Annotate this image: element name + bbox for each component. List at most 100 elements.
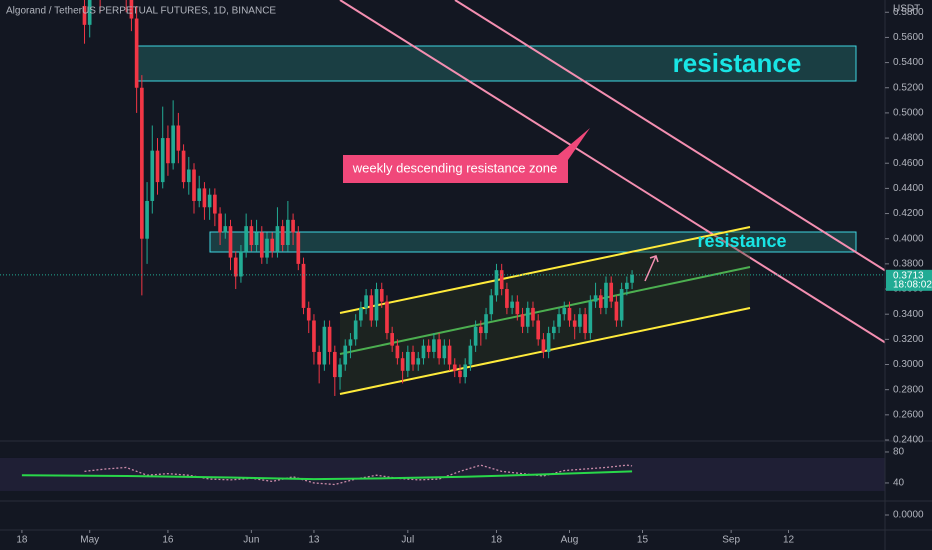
candle-body — [452, 364, 457, 371]
callout-box — [343, 155, 568, 183]
candle-body — [416, 358, 421, 365]
candle-body — [301, 263, 306, 308]
candle-body — [369, 295, 374, 321]
candle-body — [150, 150, 155, 201]
y-tick-label: 0.0000 — [893, 510, 924, 521]
candle-body — [578, 314, 582, 327]
candle-body — [218, 213, 222, 233]
x-tick-label: 18 — [16, 535, 28, 546]
candle-body — [593, 295, 598, 302]
y-tick-label: 0.4800 — [893, 133, 924, 144]
candle-body — [317, 351, 321, 365]
candle-body — [499, 270, 504, 290]
candle-body — [442, 345, 447, 359]
candle-body — [359, 307, 363, 321]
candle-body — [338, 364, 342, 378]
candle-body — [411, 351, 415, 365]
candle-body — [348, 339, 353, 346]
candle-body — [186, 169, 191, 183]
x-tick-label: Sep — [722, 535, 740, 546]
y-tick-label: 0.3200 — [893, 334, 924, 345]
chart-title: Algorand / TetherUS PERPETUAL FUTURES, 1… — [6, 6, 276, 17]
candle-body — [207, 194, 212, 208]
last-price-box — [886, 269, 932, 291]
candle-body — [588, 301, 593, 334]
candle-body — [275, 226, 280, 252]
candle-body — [270, 238, 275, 252]
x-tick-label: 18 — [491, 535, 503, 546]
y-tick-label: 0.5400 — [893, 57, 924, 68]
candle-body — [458, 370, 462, 378]
candle-body — [536, 320, 541, 340]
y-tick-label: 0.5200 — [893, 82, 924, 93]
candle-body — [567, 307, 572, 321]
y-tick-label: 0.4000 — [893, 233, 924, 244]
channel-line — [339, 226, 751, 314]
candle-body — [510, 301, 514, 308]
x-tick-label: 15 — [637, 535, 649, 546]
candle-body — [322, 326, 327, 365]
candle-body — [280, 226, 285, 246]
candle-body — [327, 326, 332, 352]
candle-body — [265, 238, 269, 258]
x-tick-label: 16 — [162, 535, 174, 546]
candle-body — [494, 270, 499, 296]
candle-body — [385, 301, 389, 334]
y-tick-label: 40 — [893, 478, 905, 489]
candle-body — [166, 138, 170, 164]
arrow — [644, 255, 659, 282]
candle-body — [343, 345, 348, 365]
y-tick-label: 0.4400 — [893, 183, 924, 194]
candle-body — [557, 314, 561, 327]
x-tick-label: Aug — [561, 535, 579, 546]
candle-body — [176, 125, 181, 151]
candle-body — [473, 326, 478, 346]
y-tick-label: 0.4200 — [893, 208, 924, 219]
candle-body — [604, 282, 608, 308]
candle-body — [134, 18, 139, 88]
candle-body — [583, 314, 587, 334]
candle-body — [400, 358, 405, 371]
candle-body — [395, 345, 400, 359]
candle-body — [484, 314, 488, 334]
y-tick-label: 80 — [893, 447, 905, 458]
candle-body — [468, 345, 473, 365]
candle-body — [520, 314, 525, 327]
x-tick-label: 12 — [783, 535, 795, 546]
y-tick-label: 0.4600 — [893, 158, 924, 169]
candle-body — [432, 339, 436, 352]
candle-body — [291, 219, 295, 233]
candle-body — [598, 295, 603, 308]
candle-body — [405, 351, 410, 371]
candle-body — [505, 289, 509, 308]
candle-body — [609, 282, 614, 302]
candle-body — [145, 200, 149, 239]
annotation: resistance — [697, 231, 786, 251]
candle-body — [447, 345, 452, 365]
y-tick-label: 0.3000 — [893, 359, 924, 370]
annotation: resistance — [673, 48, 802, 78]
y-tick-label: 0.2400 — [893, 435, 924, 446]
candle-body — [562, 307, 567, 315]
candle-body — [353, 320, 358, 340]
candle-body — [155, 150, 160, 183]
candle-body — [249, 226, 254, 246]
candle-body — [87, 0, 92, 25]
trend-line — [454, 0, 932, 301]
candle-body — [630, 274, 634, 283]
resistance-zone — [136, 45, 857, 82]
candle-body — [364, 295, 368, 308]
y-tick-label: 0.2600 — [893, 409, 924, 420]
candle-body — [614, 301, 619, 321]
last-price-label: 0.3713 — [893, 270, 924, 281]
candle-body — [140, 87, 144, 239]
annotations: resistance resistance weekly descending … — [343, 48, 802, 282]
candle-body — [552, 326, 556, 334]
resistance-zone — [209, 231, 857, 253]
candle-body — [312, 320, 316, 352]
y-tick-label: 0.5000 — [893, 108, 924, 119]
x-tick-label: May — [80, 535, 99, 546]
candle-body — [531, 307, 535, 321]
candle-body — [463, 364, 468, 378]
candle-body — [254, 232, 259, 246]
